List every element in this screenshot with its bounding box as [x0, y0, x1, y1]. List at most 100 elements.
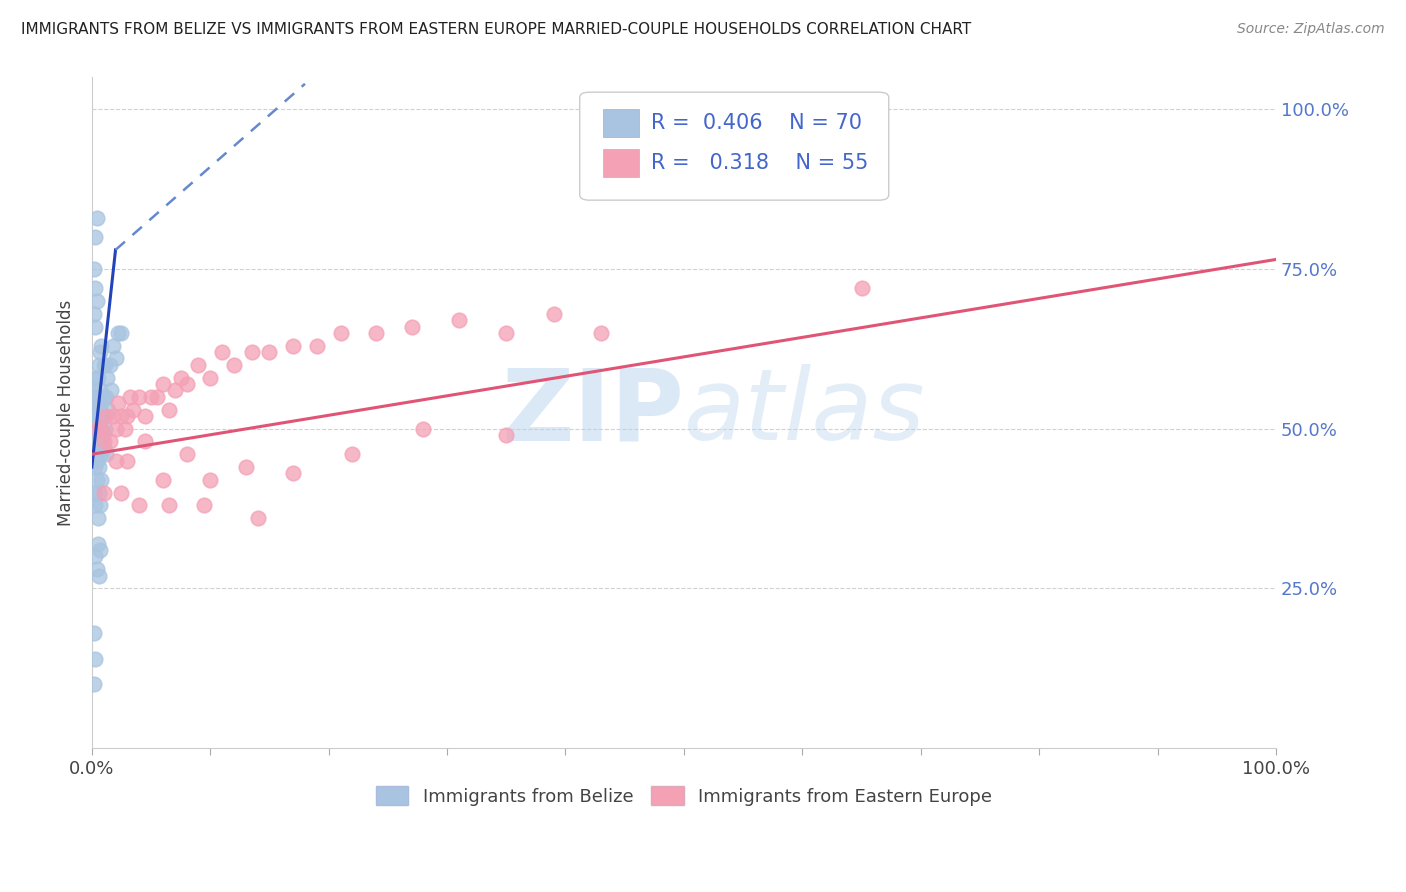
- Point: [495, 326, 517, 340]
- Point: [84, 499, 107, 513]
- Y-axis label: Married-couple Households: Married-couple Households: [58, 300, 75, 526]
- Text: ZIP: ZIP: [501, 364, 683, 461]
- Point: [90, 339, 112, 353]
- Point: [87, 370, 110, 384]
- Point: [84, 370, 107, 384]
- Point: [134, 409, 156, 423]
- Point: [157, 402, 180, 417]
- Point: [87, 460, 110, 475]
- Point: [87, 568, 110, 582]
- Point: [83, 384, 105, 398]
- Point: [90, 396, 112, 410]
- Point: [86, 434, 108, 449]
- FancyBboxPatch shape: [603, 149, 638, 178]
- Text: R =  0.406    N = 70: R = 0.406 N = 70: [651, 113, 862, 133]
- Point: [495, 428, 517, 442]
- Point: [246, 511, 269, 525]
- Point: [83, 262, 105, 277]
- Point: [84, 549, 107, 564]
- Point: [259, 345, 281, 359]
- Point: [94, 390, 117, 404]
- Point: [94, 447, 117, 461]
- Point: [146, 390, 169, 404]
- Point: [86, 453, 108, 467]
- Point: [235, 460, 257, 475]
- Point: [84, 281, 107, 295]
- Point: [87, 422, 110, 436]
- Point: [83, 626, 105, 640]
- Point: [89, 543, 111, 558]
- Point: [93, 390, 115, 404]
- Point: [87, 409, 110, 423]
- Point: [84, 319, 107, 334]
- Point: [281, 467, 304, 481]
- Point: [329, 326, 352, 340]
- Point: [89, 499, 111, 513]
- Point: [82, 422, 104, 436]
- Point: [87, 511, 110, 525]
- Point: [86, 415, 108, 429]
- Point: [86, 390, 108, 404]
- Point: [152, 376, 174, 391]
- Point: [84, 460, 107, 475]
- Point: [447, 313, 470, 327]
- Point: [305, 339, 328, 353]
- Point: [89, 345, 111, 359]
- Point: [851, 281, 873, 295]
- Point: [94, 409, 117, 423]
- Point: [91, 428, 114, 442]
- Point: [240, 345, 263, 359]
- Point: [104, 351, 127, 366]
- Point: [200, 370, 222, 384]
- Point: [364, 326, 387, 340]
- Point: [83, 307, 105, 321]
- FancyBboxPatch shape: [603, 109, 638, 137]
- Point: [139, 390, 162, 404]
- Point: [169, 370, 191, 384]
- Point: [176, 447, 198, 461]
- Point: [134, 434, 156, 449]
- Point: [86, 211, 108, 225]
- Point: [157, 499, 180, 513]
- Point: [101, 339, 124, 353]
- Point: [91, 409, 114, 423]
- Point: [87, 441, 110, 455]
- Point: [86, 293, 108, 308]
- Point: [176, 376, 198, 391]
- Point: [110, 485, 132, 500]
- Point: [100, 384, 122, 398]
- Point: [187, 358, 209, 372]
- Point: [83, 409, 105, 423]
- Point: [90, 422, 112, 436]
- Point: [89, 384, 111, 398]
- Point: [117, 453, 139, 467]
- Point: [84, 402, 107, 417]
- Point: [86, 562, 108, 576]
- Point: [83, 677, 105, 691]
- Point: [84, 651, 107, 665]
- Point: [87, 485, 110, 500]
- Point: [90, 447, 112, 461]
- Point: [82, 434, 104, 449]
- Point: [412, 422, 434, 436]
- Point: [342, 447, 364, 461]
- Point: [87, 422, 110, 436]
- Text: Source: ZipAtlas.com: Source: ZipAtlas.com: [1237, 22, 1385, 37]
- Point: [87, 396, 110, 410]
- Point: [87, 358, 110, 372]
- FancyBboxPatch shape: [579, 92, 889, 200]
- Legend: Immigrants from Belize, Immigrants from Eastern Europe: Immigrants from Belize, Immigrants from …: [368, 779, 1000, 813]
- Point: [93, 434, 115, 449]
- Point: [104, 422, 127, 436]
- Point: [89, 409, 111, 423]
- Point: [122, 402, 145, 417]
- Point: [93, 485, 115, 500]
- Point: [281, 339, 304, 353]
- Text: IMMIGRANTS FROM BELIZE VS IMMIGRANTS FROM EASTERN EUROPE MARRIED-COUPLE HOUSEHOL: IMMIGRANTS FROM BELIZE VS IMMIGRANTS FRO…: [21, 22, 972, 37]
- Point: [107, 326, 129, 340]
- Point: [89, 434, 111, 449]
- Point: [117, 409, 139, 423]
- Text: atlas: atlas: [683, 364, 925, 461]
- Point: [98, 434, 121, 449]
- Point: [87, 428, 110, 442]
